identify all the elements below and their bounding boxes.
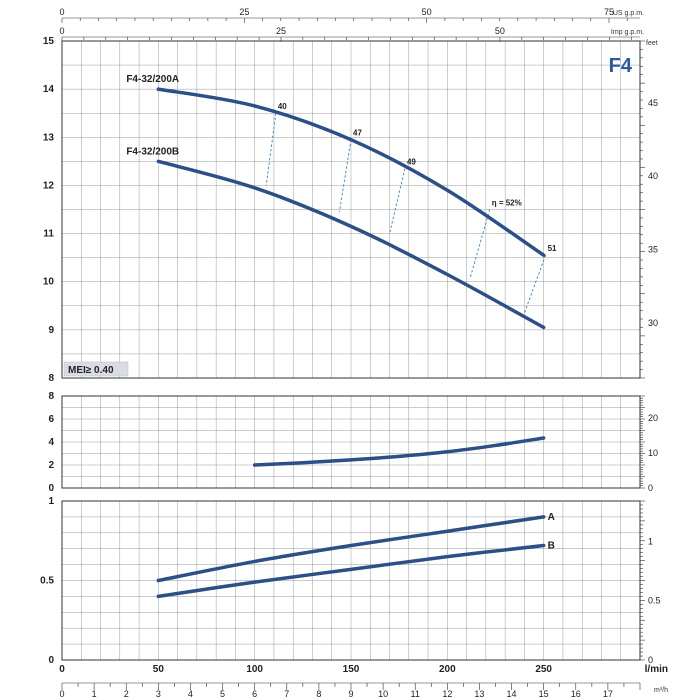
npsh-feet-tick-label: 0 (648, 483, 653, 493)
npsh-feet-tick-label: 10 (648, 448, 658, 458)
npsh-y-tick-label: 8 (48, 391, 54, 402)
m3h-tick-label: 10 (378, 689, 388, 699)
lmin-tick-label: 0 (59, 664, 65, 675)
m3h-tick-label: 17 (603, 689, 613, 699)
lmin-unit-label: l/min (645, 664, 668, 675)
efficiency-line (470, 209, 491, 278)
usgpm-tick-label: 75 (604, 7, 614, 17)
impgpm-tick-label: 25 (276, 26, 286, 36)
m3h-tick-label: 3 (156, 689, 161, 699)
head-y-tick-label: 13 (43, 132, 55, 143)
head-feet-tick-label: 45 (648, 98, 658, 108)
m3h-tick-label: 5 (220, 689, 225, 699)
m3h-tick-label: 6 (252, 689, 257, 699)
npsh-curve (252, 436, 546, 467)
m3h-tick-label: 2 (124, 689, 129, 699)
efficiency-line (389, 168, 406, 234)
m3h-tick-label: 0 (59, 689, 64, 699)
head-feet-tick-label: 35 (648, 245, 658, 255)
power-curve-b (156, 543, 546, 599)
lmin-tick-label: 150 (343, 664, 360, 675)
m3h-tick-label: 15 (539, 689, 549, 699)
head-y-tick-label: 11 (43, 229, 54, 240)
power-hp-tick-label: 0 (648, 655, 653, 665)
usgpm-tick-label: 50 (422, 7, 432, 17)
mei-badge-bg (63, 361, 129, 377)
npsh-feet-tick-label: 20 (648, 413, 658, 423)
lmin-tick-label: 250 (535, 664, 552, 675)
efficiency-label: 51 (548, 244, 557, 253)
npsh-y-tick-label: 0 (48, 483, 54, 494)
lmin-tick-label: 50 (153, 664, 165, 675)
head-y-tick-label: 9 (48, 325, 54, 336)
lmin-tick-label: 100 (246, 664, 263, 675)
m3h-tick-label: 7 (284, 689, 289, 699)
head-feet-tick-label: 30 (648, 318, 658, 328)
m3h-tick-label: 11 (411, 689, 420, 699)
m3h-tick-label: 14 (507, 689, 517, 699)
efficiency-label: 49 (407, 158, 416, 167)
m3h-tick-label: 16 (571, 689, 581, 699)
power-y-tick-label: 0.5 (40, 576, 54, 587)
m3h-tick-label: 12 (442, 689, 452, 699)
m3h-unit-label: m³/h (654, 687, 668, 694)
efficiency-label: 47 (353, 129, 362, 138)
impgpm-unit-label: Imp g.p.m. (611, 29, 644, 36)
head-y-tick-label: 15 (43, 36, 55, 47)
chart-title: F4 (609, 55, 633, 77)
feet-unit-label: feet (646, 40, 658, 47)
efficiency-line (265, 113, 277, 186)
efficiency-line (338, 139, 352, 212)
head-y-tick-label: 8 (48, 373, 54, 384)
head-y-tick-label: 14 (43, 84, 55, 95)
efficiency-label: η = 52% (492, 199, 522, 208)
model-label: F4-32/200A (126, 74, 179, 85)
head-curve-b (156, 159, 546, 330)
power-curve-a (156, 515, 546, 583)
npsh-y-tick-label: 6 (48, 414, 54, 425)
impgpm-tick-label: 50 (495, 26, 505, 36)
head-y-tick-label: 10 (43, 277, 55, 288)
head-y-tick-label: 12 (43, 180, 55, 191)
usgpm-tick-label: 0 (59, 7, 64, 17)
usgpm-unit-label: US g.p.m. (613, 10, 644, 17)
power-hp-tick-label: 0.5 (648, 596, 661, 606)
power-hp-tick-label: 1 (648, 536, 653, 546)
m3h-tick-label: 4 (188, 689, 193, 699)
npsh-y-tick-label: 4 (48, 437, 54, 448)
model-label: F4-32/200B (126, 146, 179, 157)
m3h-tick-label: 1 (92, 689, 97, 699)
efficiency-label: 40 (278, 102, 287, 111)
efficiency-line (523, 255, 547, 314)
m3h-tick-label: 9 (348, 689, 353, 699)
impgpm-tick-label: 0 (59, 26, 64, 36)
usgpm-tick-label: 25 (239, 7, 249, 17)
m3h-tick-label: 13 (474, 689, 484, 699)
mei-badge: MEI≥ 0.40 (68, 365, 114, 376)
power-series-label: B (548, 541, 555, 552)
lmin-tick-label: 200 (439, 664, 456, 675)
head-feet-tick-label: 40 (648, 171, 658, 181)
m3h-tick-label: 8 (316, 689, 321, 699)
power-series-label: A (548, 512, 555, 523)
npsh-y-tick-label: 2 (48, 460, 54, 471)
power-y-tick-label: 1 (48, 496, 54, 507)
head-curve-a (156, 87, 546, 257)
power-y-tick-label: 0 (48, 655, 54, 666)
